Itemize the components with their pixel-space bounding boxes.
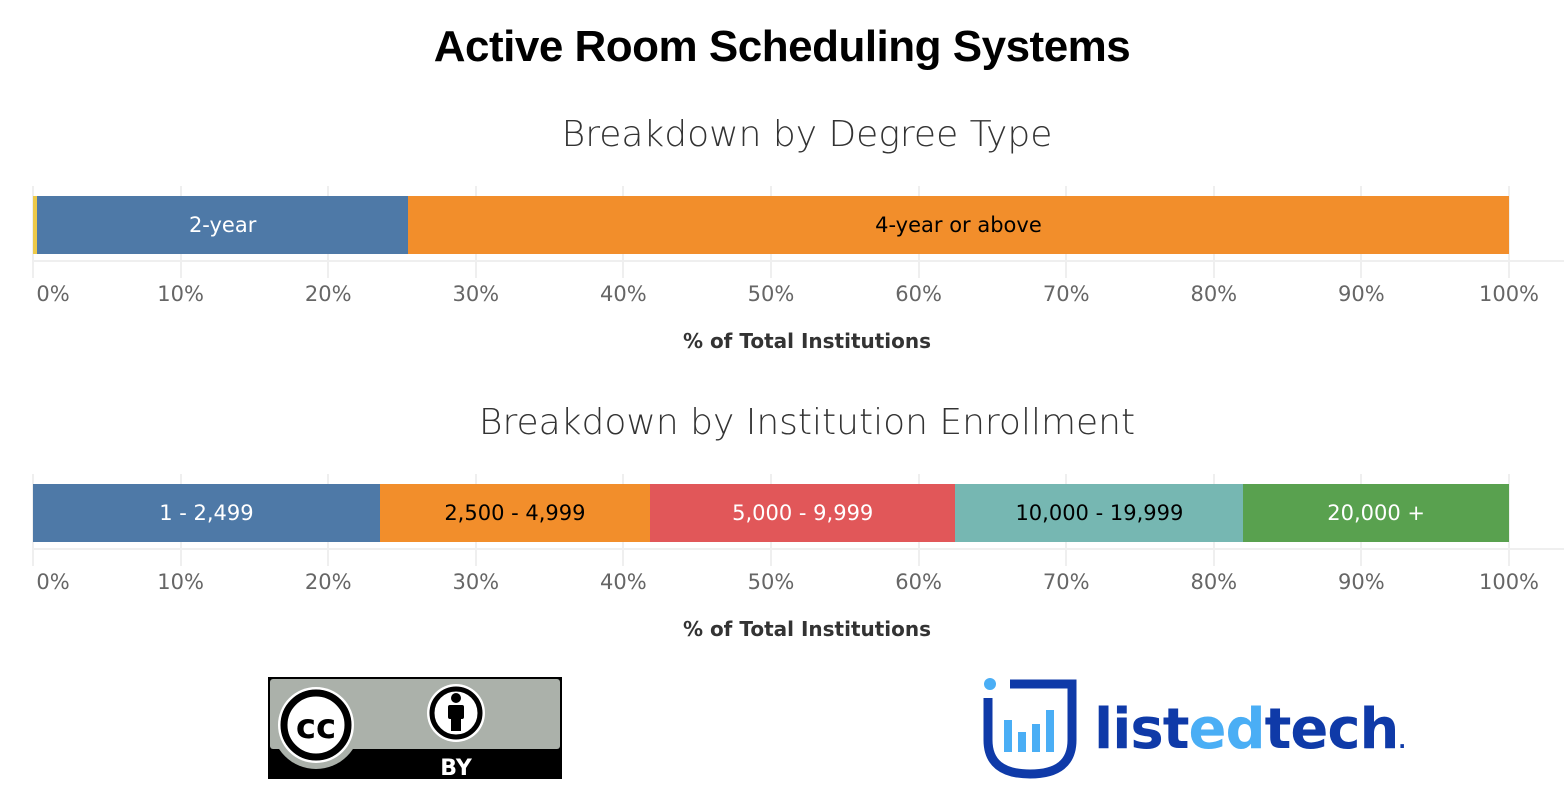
cc-by-license-badge[interactable]: cc BY xyxy=(268,677,562,781)
segment-label: 2-year xyxy=(188,213,257,237)
chart-subtitle-enrollment: Breakdown by Institution Enrollment xyxy=(478,402,1136,443)
x-tick-label: 60% xyxy=(895,570,942,594)
segment-2500-4999[interactable]: 2,500 - 4,999 xyxy=(379,484,650,542)
x-tick-label: 30% xyxy=(452,570,500,594)
segment-10000-19999[interactable]: 10,000 - 19,999 xyxy=(955,484,1244,542)
x-tick-label: 0% xyxy=(36,282,70,306)
x-tick-label: 80% xyxy=(1190,282,1238,306)
x-tick-label: 10% xyxy=(157,570,204,594)
svg-text:BY: BY xyxy=(440,756,473,779)
segment-label: 1 - 2,499 xyxy=(159,501,254,525)
x-tick-label: 90% xyxy=(1338,570,1385,594)
segment-label: 5,000 - 9,999 xyxy=(732,501,874,525)
axis-baseline xyxy=(33,548,1564,550)
stacked-bar: 1 - 2,499 2,500 - 4,999 5,000 - 9,999 10… xyxy=(33,484,1509,542)
gridline xyxy=(1508,186,1510,278)
segment-label: 4-year or above xyxy=(875,213,1042,237)
stacked-bar-chart-enrollment: 1 - 2,499 2,500 - 4,999 5,000 - 9,999 10… xyxy=(32,474,1564,604)
segment-label: 20,000 + xyxy=(1327,501,1426,525)
segment-2-year[interactable]: 2-year xyxy=(37,196,408,254)
x-tick-label: 70% xyxy=(1042,282,1090,306)
main-title: Active Room Scheduling Systems xyxy=(433,22,1131,71)
listedtech-logo[interactable]: listedtech. xyxy=(982,678,1422,780)
stacked-bar-chart-degree: 2-year 4-year or above 0% 10% 20% 30% 40% 50%… xyxy=(32,186,1564,316)
svg-text:cc: cc xyxy=(296,707,336,747)
x-tick-label: 100% xyxy=(1478,570,1540,594)
x-tick-label: 20% xyxy=(304,570,352,594)
x-tick-label: 30% xyxy=(452,282,500,306)
segment-5000-9999[interactable]: 5,000 - 9,999 xyxy=(649,484,956,542)
x-tick-label: 10% xyxy=(157,282,204,306)
x-tick-label: 80% xyxy=(1190,570,1238,594)
axis-baseline xyxy=(33,260,1564,262)
x-tick-label: 50% xyxy=(747,570,795,594)
x-tick-label: 90% xyxy=(1338,282,1385,306)
x-axis-title-enrollment: % of Total Institutions xyxy=(682,617,932,641)
listedtech-shield-icon: listedtech. xyxy=(983,678,1406,779)
x-tick-label: 50% xyxy=(747,282,795,306)
x-tick-label: 40% xyxy=(600,282,647,306)
x-tick-label: 100% xyxy=(1478,282,1540,306)
x-tick-label: 40% xyxy=(600,570,647,594)
x-tick-label: 70% xyxy=(1042,570,1090,594)
segment-label: 2,500 - 4,999 xyxy=(444,501,586,525)
stacked-bar: 2-year 4-year or above xyxy=(33,196,1509,254)
segment-unlabeled[interactable] xyxy=(33,196,38,254)
gridline xyxy=(1508,474,1510,566)
cc-by-icon: cc BY xyxy=(268,677,562,781)
x-tick-label: 0% xyxy=(36,570,70,594)
x-tick-label: 20% xyxy=(304,282,352,306)
x-axis-title-degree: % of Total Institutions xyxy=(682,329,932,353)
svg-text:listedtech.: listedtech. xyxy=(1094,697,1405,762)
segment-20000-plus[interactable]: 20,000 + xyxy=(1243,484,1509,542)
x-tick-label: 60% xyxy=(895,282,942,306)
segment-4-year[interactable]: 4-year or above xyxy=(407,196,1509,254)
segment-1-2499[interactable]: 1 - 2,499 xyxy=(33,484,380,542)
segment-label: 10,000 - 19,999 xyxy=(1015,501,1184,525)
chart-subtitle-degree: Breakdown by Degree Type xyxy=(561,114,1053,155)
